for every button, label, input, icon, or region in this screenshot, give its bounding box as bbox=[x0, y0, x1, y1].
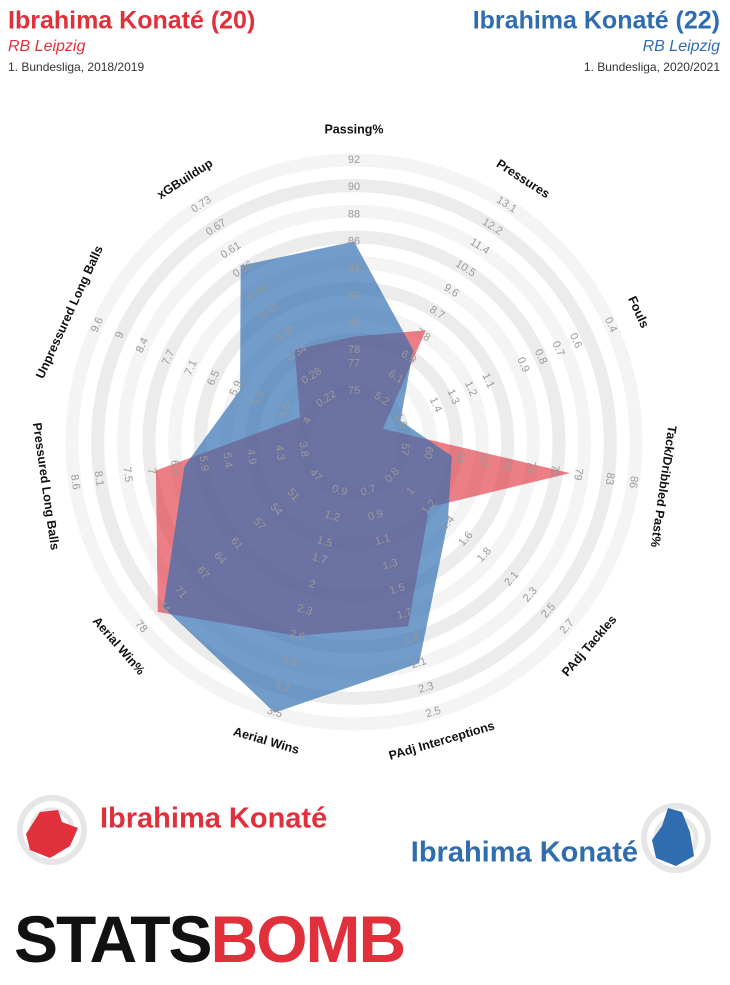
tick-label: 5.4 bbox=[220, 452, 234, 469]
tick-label: 2.6 bbox=[288, 628, 306, 644]
tick-label: 7.7 bbox=[160, 348, 177, 367]
tick-label: 1.2 bbox=[462, 379, 479, 398]
tick-label: 1.2 bbox=[323, 508, 341, 524]
tick-label: 86 bbox=[626, 475, 640, 489]
tick-label: 2.3 bbox=[417, 680, 435, 696]
tick-label: 73 bbox=[524, 460, 538, 474]
icon-shape bbox=[26, 810, 78, 858]
tick-label: 0.8 bbox=[532, 347, 549, 366]
tick-label: 6.5 bbox=[168, 459, 182, 476]
tick-label: 70 bbox=[500, 457, 514, 471]
radar-polygons bbox=[155, 241, 571, 713]
tick-label: 1.5 bbox=[388, 581, 406, 597]
tick-label: 4.9 bbox=[244, 448, 258, 465]
tick-label: 1.1 bbox=[479, 371, 496, 390]
tick-label: 82 bbox=[348, 290, 360, 302]
icon-ring bbox=[17, 795, 87, 865]
icon-shape bbox=[652, 808, 694, 866]
tick-label: 0.9 bbox=[514, 355, 531, 374]
tick-label: 7.1 bbox=[183, 358, 200, 377]
tick-label: 3.2 bbox=[273, 679, 291, 695]
competition-right: 1. Bundesliga, 2020/2021 bbox=[584, 60, 720, 74]
tick-label: 4.3 bbox=[273, 444, 287, 461]
tick-label: 2.9 bbox=[281, 653, 299, 669]
tick-label: 77 bbox=[348, 358, 360, 370]
tick-label: 2.1 bbox=[410, 655, 428, 671]
tick-label: 0.9 bbox=[367, 508, 385, 524]
logo-part: BOMB bbox=[211, 902, 405, 976]
tick-label: 64 bbox=[453, 450, 467, 464]
tick-label: 0.6 bbox=[567, 331, 584, 350]
tick-label: 2.5 bbox=[424, 705, 442, 721]
tick-label: 0.7 bbox=[359, 483, 377, 499]
tick-label: 0.7 bbox=[549, 339, 566, 358]
tick-label: 8.6 bbox=[68, 474, 82, 491]
tick-label: 80 bbox=[348, 317, 360, 329]
tick-label: 1.3 bbox=[381, 557, 399, 573]
tick-label: 9 bbox=[113, 330, 126, 341]
tick-label: 8.1 bbox=[92, 470, 106, 487]
tick-label: 6.5 bbox=[205, 369, 222, 388]
tick-label: 1.7 bbox=[311, 551, 329, 567]
icon-ring bbox=[641, 803, 711, 873]
tick-label: 5.9 bbox=[197, 455, 211, 472]
tick-label: 3.8 bbox=[297, 441, 311, 458]
tick-label: 79 bbox=[571, 467, 585, 481]
tick-label: 90 bbox=[348, 181, 360, 193]
tick-label: 60 bbox=[421, 446, 435, 460]
tick-label: 76 bbox=[548, 464, 562, 478]
axis-label: Passing% bbox=[324, 122, 383, 136]
tick-label: 4.6 bbox=[276, 401, 293, 420]
tick-label: 1.7 bbox=[395, 606, 413, 622]
tick-label: 1.4 bbox=[427, 395, 444, 414]
tick-label: 78 bbox=[348, 344, 360, 356]
logo: STATSBOMB bbox=[14, 902, 404, 976]
tick-label: 1.9 bbox=[403, 631, 421, 647]
tick-label: 0.4 bbox=[602, 315, 619, 334]
club-right: RB Leipzig bbox=[643, 38, 720, 55]
tick-label: 86 bbox=[348, 235, 360, 247]
tick-label: 67 bbox=[477, 454, 491, 468]
tick-label: 83 bbox=[603, 472, 617, 486]
tick-label: 7 bbox=[145, 467, 158, 475]
tick-label: 9.6 bbox=[89, 315, 106, 334]
tick-label: 5.3 bbox=[250, 389, 267, 408]
tick-label: 1.6 bbox=[392, 411, 409, 430]
tick-label: 7.5 bbox=[120, 466, 134, 483]
tick-label: 1.1 bbox=[374, 532, 392, 548]
tick-label: 2.3 bbox=[296, 602, 314, 618]
legend-label: Ibrahima Konaté bbox=[411, 837, 638, 869]
tick-label: 2 bbox=[307, 578, 316, 591]
ring bbox=[65, 153, 643, 731]
tick-label: 1.3 bbox=[444, 387, 461, 406]
tick-label: 5.9 bbox=[228, 379, 245, 398]
tick-label: 88 bbox=[348, 208, 360, 220]
legend-icon-left bbox=[17, 795, 87, 865]
club-left: RB Leipzig bbox=[8, 38, 85, 55]
logo-part: STATS bbox=[14, 902, 211, 976]
tick-label: 92 bbox=[348, 154, 360, 166]
legend-label: Ibrahima Konaté bbox=[100, 803, 327, 835]
tick-label: 3.5 bbox=[266, 705, 284, 721]
ring bbox=[91, 179, 617, 705]
tick-label: 0.9 bbox=[331, 483, 349, 499]
competition-left: 1. Bundesliga, 2018/2019 bbox=[8, 60, 144, 74]
tick-label: 84 bbox=[348, 263, 360, 275]
tick-label: 1.5 bbox=[316, 534, 334, 550]
tick-label: 4 bbox=[301, 415, 314, 426]
tick-label: 75 bbox=[348, 385, 360, 397]
title-left: Ibrahima Konaté (20) bbox=[8, 7, 255, 35]
tick-label: 57 bbox=[398, 442, 412, 456]
legend-icon-right bbox=[641, 803, 711, 873]
tick-label: 8.4 bbox=[134, 336, 151, 355]
series-area bbox=[163, 241, 452, 713]
title-right: Ibrahima Konaté (22) bbox=[473, 7, 720, 35]
